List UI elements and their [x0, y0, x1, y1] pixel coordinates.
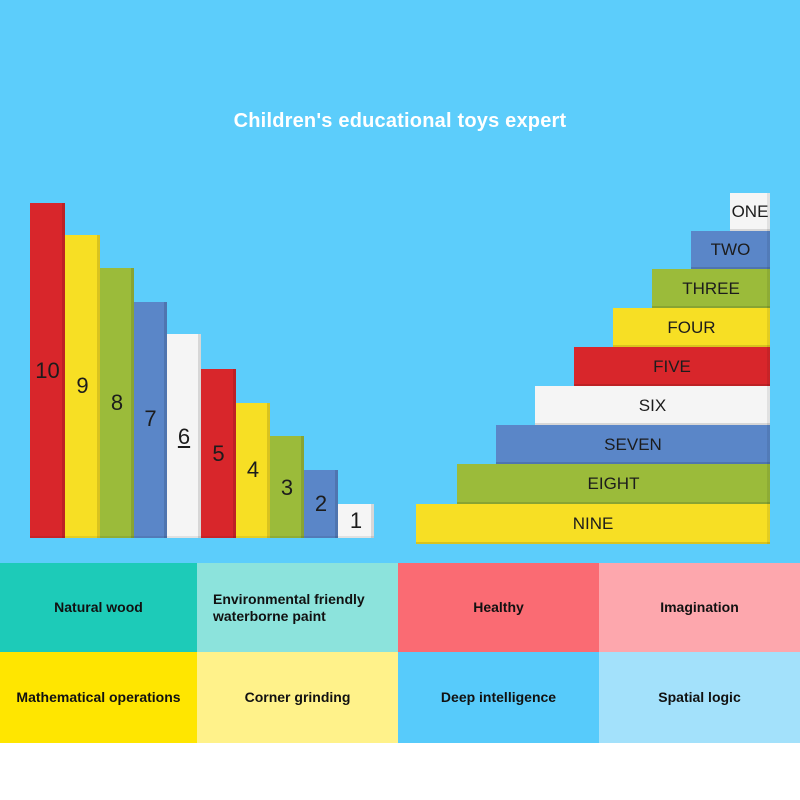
word-rod-label: SIX — [638, 395, 667, 415]
word-rod-three: THREE — [652, 269, 770, 308]
feature-corner-grinding: Corner grinding — [197, 652, 398, 743]
word-rod-label: FIVE — [653, 356, 691, 376]
number-rod-label: 8 — [110, 390, 124, 415]
number-rod-3: 3 — [270, 436, 304, 538]
word-rod-label: EIGHT — [587, 474, 640, 493]
number-rod-2: 2 — [304, 470, 338, 538]
number-rod-label: 10 — [35, 358, 60, 383]
word-rod-label: NINE — [572, 514, 614, 533]
word-rod-label: ONE — [731, 202, 769, 221]
number-rod-label: 3 — [280, 475, 294, 500]
word-rod-four: FOUR — [613, 308, 770, 347]
word-rod-label: SEVEN — [604, 434, 662, 454]
feature-label: Environmental friendly waterborne paint — [213, 590, 365, 624]
feature-spatial-logic: Spatial logic — [599, 652, 800, 743]
number-rod-10: 10 — [30, 203, 65, 538]
word-rod-seven: SEVEN — [496, 425, 770, 464]
word-rod-one: ONE — [730, 193, 770, 231]
feature-label: Corner grinding — [244, 689, 351, 705]
number-rod-label: 1 — [349, 508, 363, 533]
number-rod-label: 9 — [76, 373, 89, 398]
product-scene: Children's educational toys expert 10 9 … — [0, 0, 800, 563]
number-rod-label: 6 — [177, 424, 191, 449]
number-rod-7: 7 — [134, 302, 167, 538]
feature-grid: Natural wood Environmental friendly wate… — [0, 563, 800, 743]
headline: Children's educational toys expert — [233, 110, 567, 132]
number-rod-label: 2 — [314, 491, 328, 516]
feature-deep-intelligence: Deep intelligence — [398, 652, 599, 743]
number-rod-5: 5 — [201, 369, 236, 538]
number-rod-8: 8 — [100, 268, 134, 538]
number-rod-6: 6 — [167, 334, 201, 538]
word-rod-label: FOUR — [667, 317, 716, 337]
feature-natural-wood: Natural wood — [0, 563, 197, 652]
feature-label: Spatial logic — [658, 689, 741, 705]
word-rod-eight: EIGHT — [457, 464, 770, 504]
feature-label: Deep intelligence — [440, 689, 557, 705]
number-rod-4: 4 — [236, 403, 270, 538]
feature-waterborne-paint: Environmental friendly waterborne paint — [197, 563, 398, 652]
word-rod-label: THREE — [682, 278, 740, 298]
feature-label: Imagination — [660, 599, 739, 615]
feature-label: Mathematical operations — [16, 689, 181, 705]
number-rod-label: 7 — [144, 406, 157, 431]
word-rod-five: FIVE — [574, 347, 770, 386]
feature-mathematical-operations: Mathematical operations — [0, 652, 197, 743]
feature-imagination: Imagination — [599, 563, 800, 652]
number-rod-label: 5 — [212, 441, 225, 466]
word-rod-two: TWO — [691, 231, 770, 269]
number-rod-1: 1 — [338, 504, 374, 538]
feature-label: Natural wood — [54, 599, 143, 615]
feature-healthy: Healthy — [398, 563, 599, 652]
number-rod-label: 4 — [246, 457, 260, 482]
feature-label: Healthy — [473, 599, 524, 615]
word-rod-nine: NINE — [416, 504, 770, 544]
word-rod-label: TWO — [710, 240, 751, 259]
number-rod-9: 9 — [65, 235, 100, 538]
word-rod-six: SIX — [535, 386, 770, 425]
